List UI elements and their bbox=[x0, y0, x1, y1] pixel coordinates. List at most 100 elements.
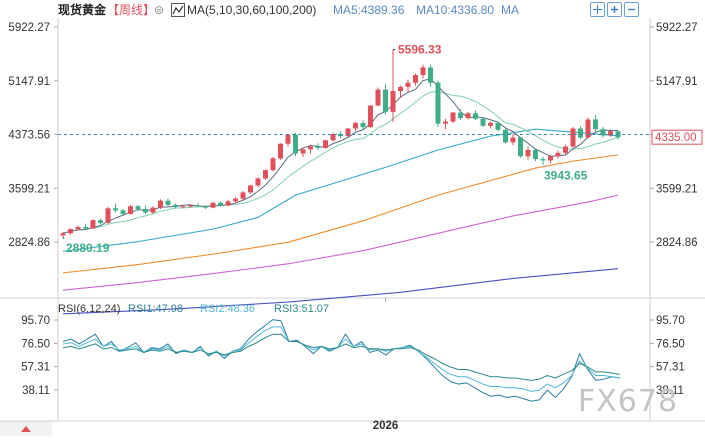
y-tick-label-left: 5147.91 bbox=[8, 76, 50, 88]
candle-down bbox=[165, 200, 171, 205]
zoom-out-icon[interactable] bbox=[624, 2, 639, 17]
candle-up bbox=[150, 207, 156, 213]
y-tick-label-right: 5147.91 bbox=[656, 76, 698, 88]
candle-down bbox=[315, 146, 321, 148]
candle-up bbox=[353, 122, 358, 129]
candle-up bbox=[420, 67, 426, 76]
candle-down bbox=[518, 137, 523, 157]
candle-up bbox=[270, 158, 276, 171]
ma100-line bbox=[62, 194, 619, 291]
chart-type-icon[interactable] bbox=[171, 3, 185, 17]
rsi-line-rsi2 bbox=[62, 326, 621, 392]
rsi2-value: RSI2:48.36 bbox=[200, 303, 256, 315]
candlestick-series bbox=[60, 49, 621, 239]
y-tick-label-right: 5922.27 bbox=[656, 22, 698, 34]
rsi-lines bbox=[62, 319, 621, 402]
candle-up bbox=[375, 89, 381, 106]
current-price-tag bbox=[651, 129, 703, 145]
ma200-line bbox=[62, 268, 619, 315]
candle-up bbox=[278, 143, 283, 159]
candle-down bbox=[428, 67, 433, 83]
rsi3-value: RSI3:51.07 bbox=[274, 303, 330, 315]
candle-down bbox=[593, 119, 598, 130]
expand-icon[interactable] bbox=[0, 421, 52, 436]
candle-down bbox=[98, 220, 103, 223]
y-axis: 2824.862824.863599.213599.214373.564373.… bbox=[8, 22, 697, 397]
candle-up bbox=[525, 150, 531, 157]
candle-up bbox=[105, 208, 111, 223]
ma5-value: MA5:4389.36 bbox=[333, 3, 405, 17]
candle-up bbox=[390, 91, 396, 112]
settings-icon[interactable]: ⊜ bbox=[154, 3, 165, 17]
candle-up bbox=[608, 131, 613, 136]
candle-down bbox=[383, 89, 388, 112]
candle-down bbox=[293, 134, 298, 154]
candle-up bbox=[368, 105, 373, 128]
moving-average-lines bbox=[62, 78, 619, 315]
candle-up bbox=[548, 156, 553, 161]
zoom-in-icon[interactable] bbox=[607, 2, 622, 17]
candle-down bbox=[503, 129, 508, 143]
rsi-tick-label-right: 38.11 bbox=[656, 385, 684, 397]
candle-up bbox=[263, 170, 268, 179]
annotations: 4335.00 2026 5596.33 2880.19 3943.65 bbox=[58, 43, 703, 432]
candle-up bbox=[233, 198, 238, 202]
x-tick-label: 2026 bbox=[373, 420, 399, 432]
current-price-value: 4335.00 bbox=[655, 132, 697, 144]
ma-more-label: MA bbox=[501, 3, 519, 17]
candle-down bbox=[113, 208, 118, 211]
candle-up bbox=[488, 122, 493, 126]
candle-up bbox=[68, 229, 73, 234]
annotation-label: 5596.33 bbox=[398, 43, 442, 57]
candle-up bbox=[188, 205, 193, 207]
candle-down bbox=[495, 122, 501, 130]
period-selector[interactable]: 【周线】 bbox=[107, 3, 156, 17]
ma60-line bbox=[62, 154, 619, 274]
candle-down bbox=[540, 159, 546, 161]
candle-up bbox=[90, 220, 96, 229]
rsi-tick-label-left: 95.70 bbox=[21, 315, 50, 327]
ma10-line bbox=[62, 91, 619, 234]
candle-down bbox=[195, 205, 201, 207]
rsi-tick-label-left: 57.31 bbox=[21, 362, 50, 374]
rsi-tick-label-right: 76.50 bbox=[656, 338, 685, 350]
candle-up bbox=[405, 82, 411, 87]
y-tick-label-right: 3599.21 bbox=[656, 183, 698, 195]
candle-up bbox=[308, 146, 313, 150]
y-tick-label-right: 2824.86 bbox=[656, 237, 698, 249]
rsi-tick-label-left: 38.11 bbox=[22, 385, 50, 397]
candle-up bbox=[555, 152, 561, 157]
watermark-logo: FX678 bbox=[578, 384, 679, 419]
candle-up bbox=[413, 75, 418, 83]
candle-up bbox=[443, 121, 448, 124]
candle-down bbox=[435, 82, 441, 124]
candle-up bbox=[510, 137, 516, 143]
rsi-tick-label-right: 57.31 bbox=[656, 362, 685, 374]
annotation-label: 2880.19 bbox=[66, 241, 110, 255]
candle-up bbox=[248, 185, 253, 193]
candle-up bbox=[210, 202, 216, 208]
annotation-label: 3943.65 bbox=[544, 168, 588, 182]
candle-up bbox=[255, 178, 261, 186]
candle-up bbox=[330, 134, 336, 141]
rsi-line-rsi1 bbox=[62, 319, 621, 402]
candle-up bbox=[180, 206, 186, 208]
candle-down bbox=[533, 150, 538, 160]
rsi-line-rsi3 bbox=[62, 333, 621, 381]
candle-down bbox=[120, 210, 126, 214]
candle-down bbox=[458, 112, 463, 119]
candle-up bbox=[450, 112, 456, 122]
ma30-line bbox=[62, 128, 619, 252]
rsi-tick-label-right: 95.70 bbox=[656, 315, 685, 327]
candle-down bbox=[360, 122, 366, 128]
instrument-name: 现货黄金 bbox=[58, 3, 107, 17]
candle-up bbox=[398, 86, 403, 92]
candle-up bbox=[323, 140, 328, 148]
y-tick-label-left: 2824.86 bbox=[8, 237, 50, 249]
y-tick-label-left: 3599.21 bbox=[8, 183, 50, 195]
crosshair-icon[interactable] bbox=[590, 2, 605, 17]
candle-down bbox=[600, 129, 606, 136]
candle-up bbox=[225, 201, 231, 206]
candle-down bbox=[473, 113, 478, 119]
